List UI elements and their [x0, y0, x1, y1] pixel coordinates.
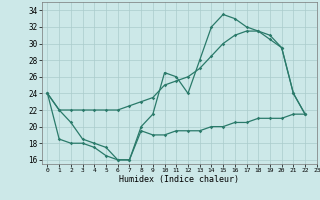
X-axis label: Humidex (Indice chaleur): Humidex (Indice chaleur) [119, 175, 239, 184]
